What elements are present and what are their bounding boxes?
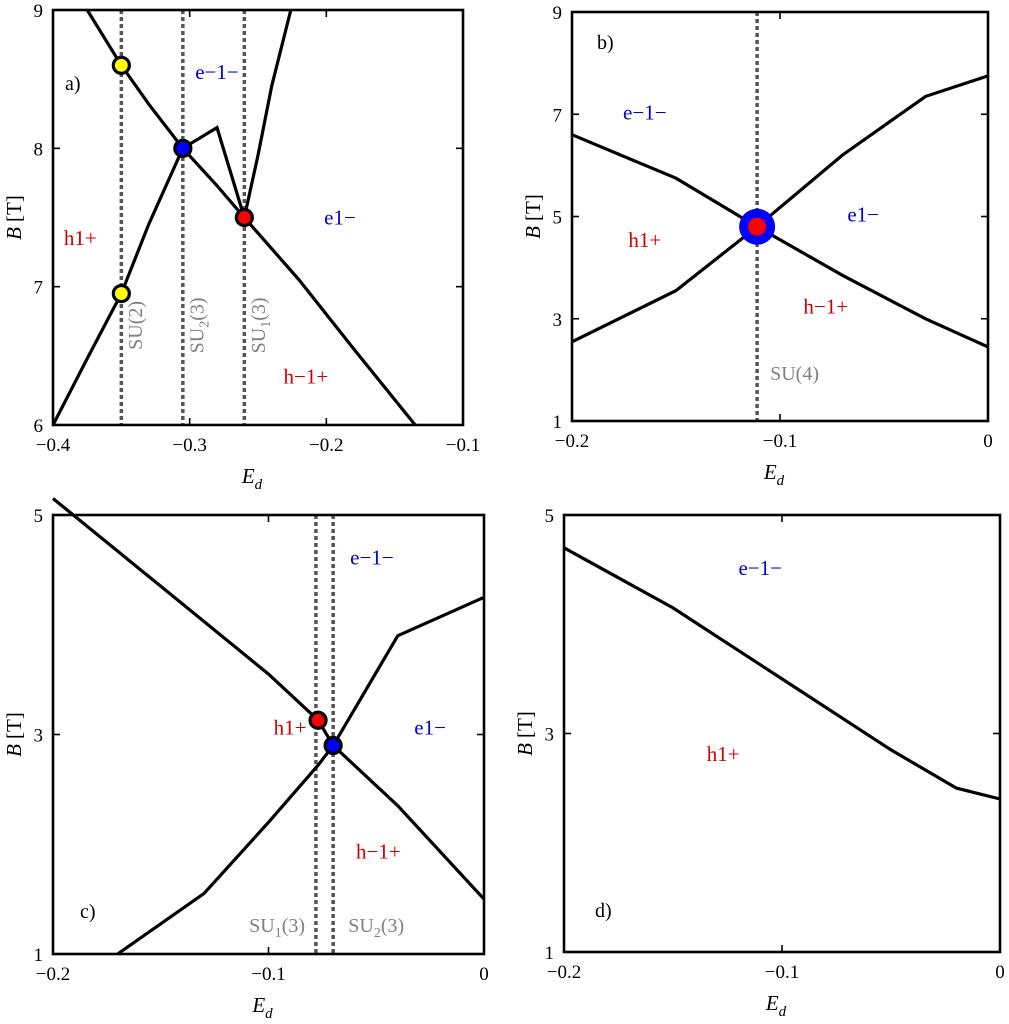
panel-label: c) xyxy=(80,901,96,923)
y-tick-label: 5 xyxy=(553,208,563,229)
panel-label: a) xyxy=(65,73,81,95)
phase-boundary-curve-1 xyxy=(85,9,417,427)
phase-region-label: h−1+ xyxy=(803,295,848,319)
x-tick-label: 0 xyxy=(479,964,489,985)
phase-boundary-curve-1 xyxy=(563,546,1001,801)
phase-boundary-curve-2 xyxy=(51,9,293,426)
panel-b: −0.2 −0.1 0 1 3 5 7 9 Ed B[T] b) e−1− e1− h1+ h−1+ SU(4… xyxy=(521,3,993,489)
y-tick-label: 6 xyxy=(34,416,44,437)
symmetry-label: SU2(3) xyxy=(348,915,404,941)
x-tick-label: −0.1 xyxy=(763,431,797,452)
axes-frame xyxy=(562,513,1002,954)
y-axis-title: B[T] xyxy=(2,195,26,240)
symmetry-label: SU(4) xyxy=(770,363,819,385)
x-tick-label: 0 xyxy=(983,431,993,452)
x-axis-title: Ed xyxy=(765,991,787,1020)
x-axis-title: Ed xyxy=(251,993,273,1022)
panel-d: −0.2 −0.1 0 1 3 5 Ed B[T] d) e−1− h1+ xyxy=(513,506,1005,1020)
y-tick-label: 7 xyxy=(34,278,44,299)
panel-label: b) xyxy=(597,32,614,54)
y-axis-title: B[T] xyxy=(2,712,26,757)
y-tick-label: 9 xyxy=(553,3,563,24)
phase-region-label: e−1− xyxy=(623,100,667,124)
phase-region-label: h1+ xyxy=(628,228,661,252)
y-tick-label: 7 xyxy=(553,105,563,126)
degeneracy-point xyxy=(173,138,193,158)
y-axis-title: B[T] xyxy=(521,194,545,239)
degeneracy-point xyxy=(748,217,767,236)
y-tick-label: 1 xyxy=(553,412,563,433)
degeneracy-point xyxy=(323,735,343,756)
x-tick-label: −0.2 xyxy=(547,962,581,983)
x-axis-title: Ed xyxy=(763,460,785,489)
degeneracy-point xyxy=(308,710,328,730)
symmetry-label: SU1(3) xyxy=(249,915,305,941)
panel-c: −0.2 −0.1 0 1 3 5 Ed B[T] c) e−1− e1− h1+ h−1+ SU1(3)… xyxy=(2,497,489,1022)
phase-boundary-curve-1 xyxy=(51,497,486,901)
phase-boundary-curve-2 xyxy=(116,595,485,956)
phase-region-label: h−1+ xyxy=(283,365,328,389)
x-tick-label: −0.1 xyxy=(765,962,799,983)
y-tick-label: 9 xyxy=(34,1,44,22)
axes-frame xyxy=(570,10,990,423)
y-tick-label: 3 xyxy=(553,310,563,331)
phase-boundary-curve-1 xyxy=(571,133,989,349)
y-tick-label: 1 xyxy=(34,945,44,966)
axes-frame xyxy=(51,8,465,427)
phase-region-label: e−1− xyxy=(350,545,394,569)
panel-a: −0.4 −0.3 −0.2 −0.1 6 7 8 9 Ed B[T] a) e−1− e1− h1+ h−… xyxy=(2,1,480,493)
phase-region-label: h−1+ xyxy=(356,840,401,864)
phase-region-label: e1− xyxy=(414,716,446,740)
panel-label: d) xyxy=(595,900,612,922)
x-tick-label: −0.2 xyxy=(36,964,70,985)
x-axis-title: Ed xyxy=(241,464,263,493)
degeneracy-point xyxy=(111,55,131,75)
x-tick-label: −0.1 xyxy=(251,964,285,985)
phase-region-label: e1− xyxy=(324,205,356,229)
x-tick-label: −0.2 xyxy=(555,431,589,452)
x-tick-label: 0 xyxy=(995,962,1005,983)
symmetry-label: SU(2) xyxy=(125,301,147,350)
y-axis-title: B[T] xyxy=(513,711,537,756)
symmetry-label: SU1(3) xyxy=(248,297,274,353)
phase-region-label: h1+ xyxy=(707,742,740,766)
y-tick-label: 8 xyxy=(34,139,44,160)
y-tick-label: 3 xyxy=(34,726,44,747)
y-tick-label: 5 xyxy=(545,506,555,527)
phase-region-label: h1+ xyxy=(274,716,307,740)
x-tick-label: −0.3 xyxy=(172,435,206,456)
phase-region-label: e−1− xyxy=(195,60,239,84)
x-tick-label: −0.2 xyxy=(309,435,343,456)
x-tick-label: −0.1 xyxy=(446,435,480,456)
y-tick-label: 1 xyxy=(545,943,555,964)
y-tick-label: 3 xyxy=(545,725,555,746)
x-tick-label: −0.4 xyxy=(36,435,71,456)
phase-boundary-curve-2 xyxy=(571,74,989,344)
phase-region-label: e−1− xyxy=(738,556,782,580)
phase-region-label: h1+ xyxy=(64,226,97,250)
phase-region-label: e1− xyxy=(847,203,879,227)
y-tick-label: 5 xyxy=(34,506,44,527)
symmetry-label: SU2(3) xyxy=(186,297,212,353)
degeneracy-point xyxy=(234,207,254,228)
degeneracy-point xyxy=(111,283,131,304)
